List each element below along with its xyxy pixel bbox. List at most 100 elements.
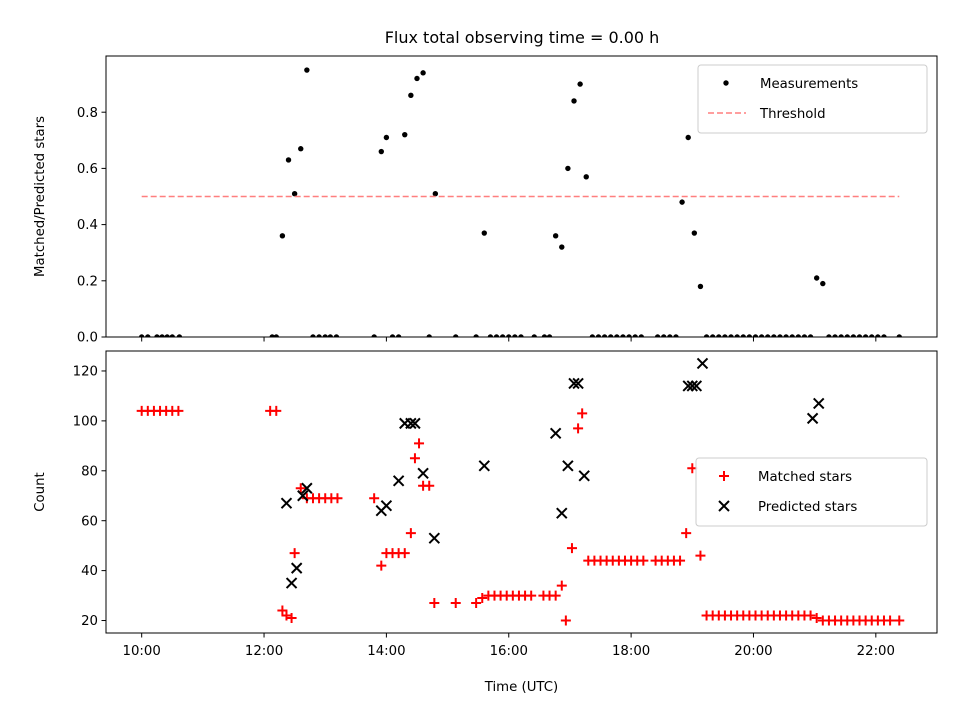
top-series-measurements-point [844,334,850,337]
top-series-measurements-point [371,334,377,337]
top-series-measurements-point [722,334,728,337]
xtick-label-4: 18:00 [612,644,650,659]
top-series-measurements-point [862,334,869,337]
bottom-series-matched-stars-point [573,423,584,434]
top-series-measurements-point [559,244,565,250]
bottom-ytick-label-1: 40 [81,564,98,579]
top-series-measurements-point [402,131,408,138]
bottom-series-matched-stars-point [332,493,343,504]
bottom-series-matched-stars-point [173,405,184,416]
top-series-measurements-point [601,334,608,337]
top-series-measurements-point [169,334,175,337]
top-series-measurements-point [595,334,602,337]
x-axis-label: Time (UTC) [484,680,559,695]
top-series-measurements-point [552,233,559,239]
bottom-ytick-label-5: 120 [73,365,98,380]
xtick-label-2: 14:00 [367,644,405,659]
top-series-measurements-point [389,334,396,337]
bottom-series-predicted-stars-point [682,380,694,392]
bottom-series-predicted-stars-point [280,497,293,509]
bottom-series-predicted-stars-point [556,507,568,519]
top-series-measurements-point [838,334,844,337]
top-ytick-label-2: 0.4 [77,218,98,233]
bottom-series-matched-stars-point [450,598,461,609]
top-series-measurements-point [327,334,334,337]
bottom-data-layer [136,357,905,626]
top-series-measurements-point [740,334,746,337]
top-series-measurements-point [154,334,160,337]
top-series-measurements-point [473,334,479,337]
xtick-label-3: 16:00 [490,644,528,659]
top-series-measurements-point [322,334,328,337]
bottom-series-matched-stars-point [414,438,425,449]
top-legend-threshold-label: Threshold [759,107,826,122]
bottom-series-predicted-stars-point [417,467,429,479]
top-series-measurements-point [176,334,183,337]
top-series-measurements-point [758,334,765,337]
top-axes-frame [105,55,938,338]
bottom-series-predicted-stars-point [301,482,313,494]
top-series-measurements-point [395,334,402,337]
top-series-measurements-point [279,233,286,239]
xtick-label-1: 12:00 [245,644,283,659]
top-series-measurements-point [703,334,710,337]
top-series-measurements-point [583,174,589,180]
top-series-measurements-point [667,334,673,337]
top-series-measurements-point [789,334,795,337]
bottom-series-matched-stars-point [681,528,692,539]
top-series-measurements-point [506,334,512,337]
bottom-series-predicted-stars-point [409,417,421,430]
top-series-measurements-point [138,334,145,337]
top-series-measurements-point [298,146,304,152]
bottom-series-predicted-stars-point [478,460,490,472]
bottom-series-matched-stars-point [281,610,292,621]
top-series-measurements-point [661,334,667,337]
top-series-measurements-point [571,98,577,104]
top-ytick-label-0: 0.0 [77,331,98,346]
top-series-measurements-point [269,334,275,337]
top-series-measurements-point [518,334,524,337]
top-series-measurements-point [291,190,298,197]
bottom-ytick-label-2: 60 [81,514,98,529]
bottom-series-matched-stars-point [286,613,297,624]
top-series-measurements-point [896,334,902,337]
top-series-measurements-point [728,334,734,337]
top-legend-measurements-marker [723,80,729,86]
bottom-series-predicted-stars-point [549,427,562,440]
bottom-series-predicted-stars-point [290,562,303,574]
top-series-measurements-point [826,334,832,337]
top-series-measurements-point [820,280,826,287]
bottom-series-matched-stars-point [409,453,420,464]
bottom-series-predicted-stars-point [690,380,703,392]
top-series-measurements-point [783,334,789,337]
top-series-measurements-point [145,334,151,337]
bottom-series-matched-stars-point [471,598,482,609]
xtick-label-5: 20:00 [734,644,772,659]
top-series-measurements-point [734,334,740,337]
top-series-measurements-point [164,334,170,337]
bottom-legend-matched-stars-label: Matched stars [758,470,852,485]
top-series-measurements-point [807,334,814,337]
top-series-measurements-point [333,334,340,337]
bottom-series-predicted-stars-point [405,417,417,430]
bottom-series-matched-stars-point [405,528,416,539]
top-series-measurements-point [512,334,518,337]
top-series-measurements-point [546,334,553,337]
bottom-legend-matched-stars-marker [719,471,729,481]
top-y-axis-label: Matched/Predicted stars [33,116,48,277]
bottom-series-matched-stars-point [638,555,649,566]
top-series-measurements-point [638,334,645,337]
bottom-series-matched-stars-point [477,593,488,604]
bottom-series-predicted-stars-point [578,470,590,482]
bottom-series-predicted-stars-point [813,397,825,410]
top-series-measurements-point [795,334,802,337]
top-series-measurements-point [620,334,626,337]
bottom-axes-frame [105,350,938,634]
bottom-series-matched-stars-point [675,555,686,566]
bottom-series-matched-stars-point [289,548,300,559]
top-series-measurements-point [869,334,875,337]
top-series-measurements-point [493,334,500,337]
top-series-measurements-point [577,81,583,87]
top-series-measurements-point [453,334,459,337]
top-series-measurements-point [614,334,620,337]
